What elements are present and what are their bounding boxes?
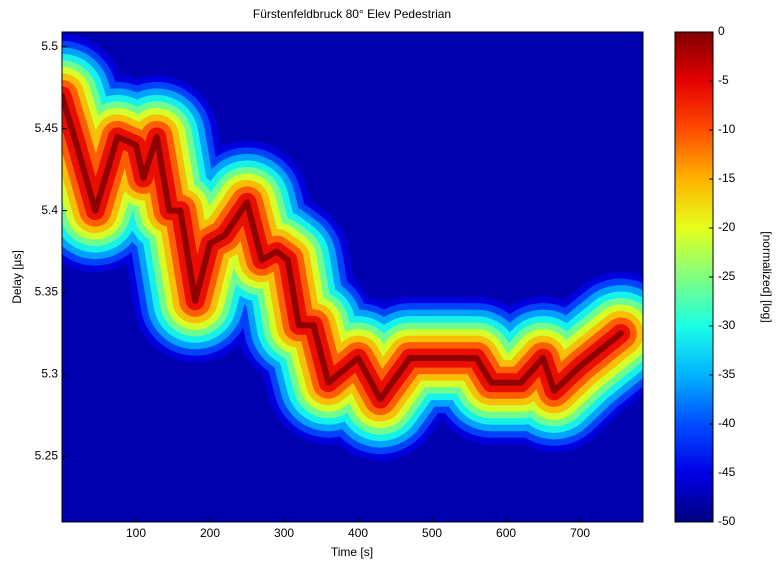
y-tick-label: 5.25: [35, 449, 59, 463]
colorbar-tick-label: -10: [718, 122, 736, 136]
plot-frame: [61, 31, 644, 523]
colorbar-tick-label: -35: [718, 367, 736, 381]
colorbar-tick-label: -20: [718, 220, 736, 234]
y-tick-label: 5.4: [41, 203, 58, 217]
colorbar-tick-label: -50: [718, 514, 736, 528]
y-axis-label: Delay [µs]: [10, 250, 24, 304]
colorbar-tick-label: -15: [718, 171, 736, 185]
colorbar-tick-label: -5: [718, 73, 729, 87]
x-tick-label: 500: [422, 526, 442, 540]
y-tick-label: 5.5: [41, 39, 58, 53]
y-tick-label: 5.45: [35, 121, 59, 135]
plot: [62, 34, 643, 461]
x-tick-label: 100: [126, 526, 146, 540]
x-axis-label: Time [s]: [331, 545, 373, 559]
intensity-band: [62, 92, 624, 403]
colorbar-tick-label: -30: [718, 318, 736, 332]
x-tick-label: 200: [200, 526, 220, 540]
colorbar-tick-label: -25: [718, 269, 736, 283]
colorbar-tick-label: 0: [718, 24, 725, 38]
x-tick-label: 300: [274, 526, 294, 540]
chart-title: Fürstenfeldbruck 80° Elev Pedestrian: [253, 7, 451, 21]
colorbar-label: [normalized] [log]: [760, 231, 774, 322]
x-tick-label: 600: [496, 526, 516, 540]
colorbar: [674, 31, 714, 523]
x-tick-label: 400: [348, 526, 368, 540]
y-tick-label: 5.35: [35, 285, 59, 299]
colorbar-tick-label: -45: [718, 465, 736, 479]
y-tick-label: 5.3: [41, 367, 58, 381]
x-tick-label: 700: [570, 526, 590, 540]
colorbar-tick-label: -40: [718, 416, 736, 430]
